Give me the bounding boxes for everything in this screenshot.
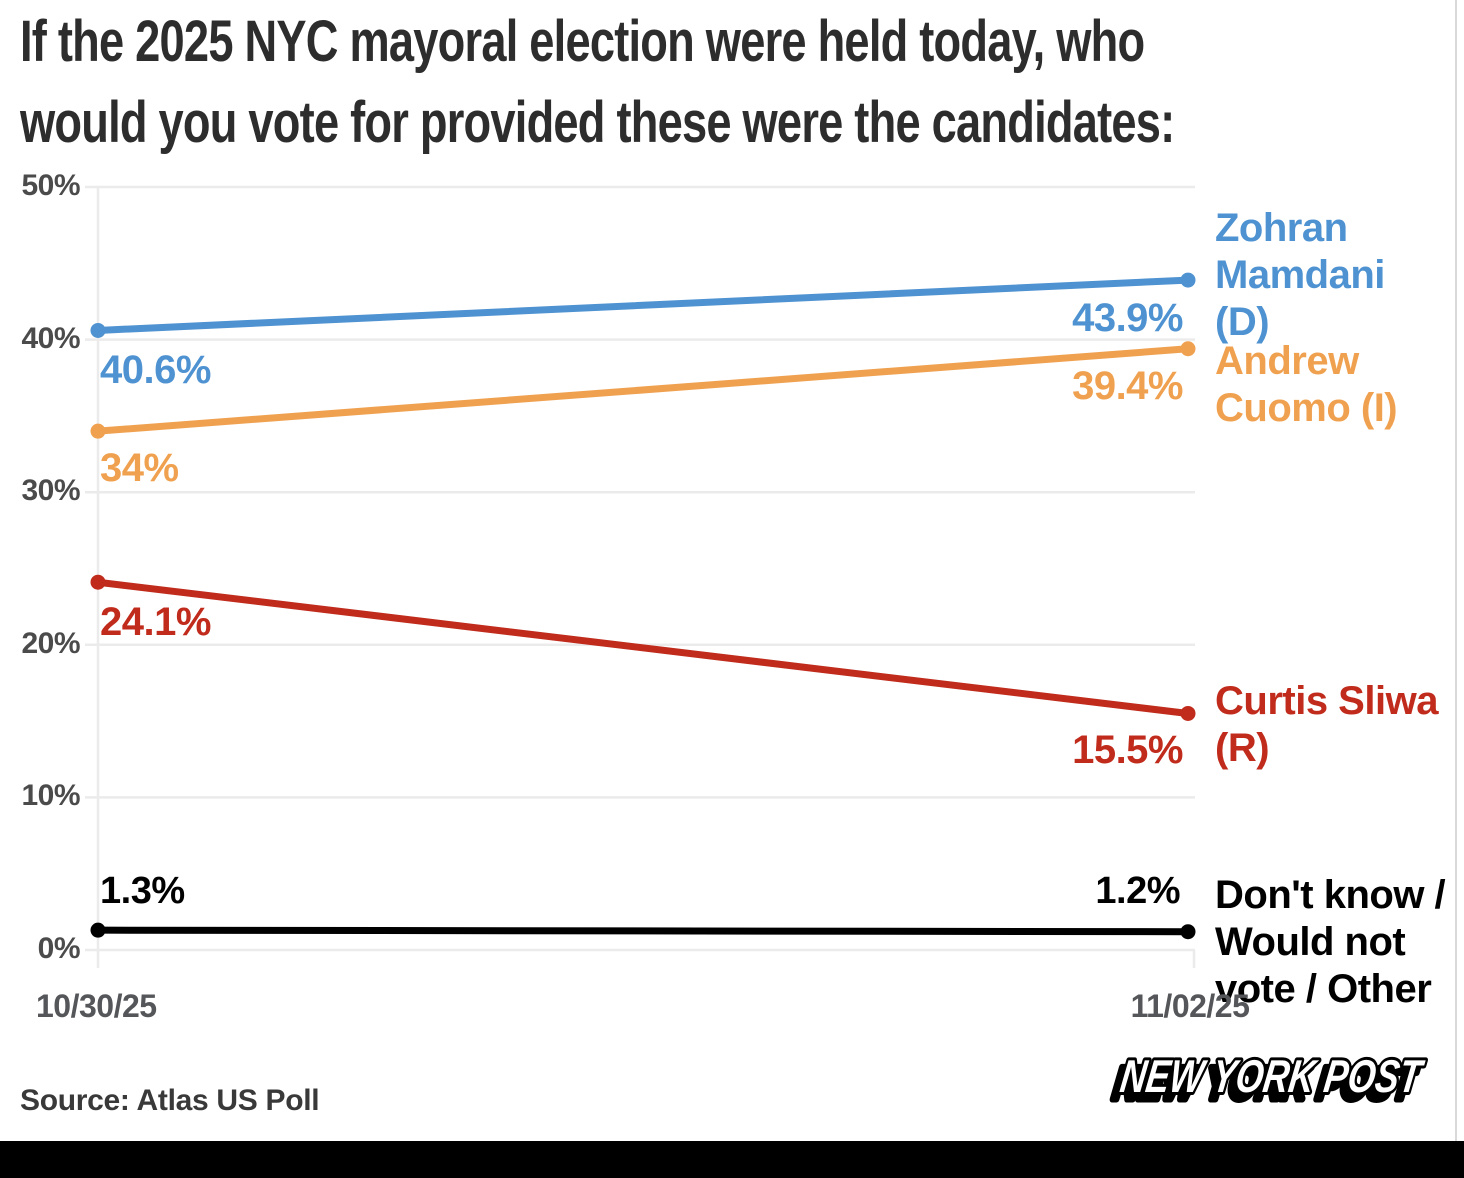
right-edge-border [1455,0,1457,1178]
legend-sliwa: Curtis Sliwa (R) [1215,678,1438,772]
legend-mamdani-line-1: Zohran [1215,206,1348,250]
mamdani-start-value: 40.6% [100,348,211,392]
y-axis-label-20: 20% [21,627,80,660]
nypost-logo-shadow: NEW YORK POST [1110,1057,1420,1109]
legend-cuomo: Andrew Cuomo (I) [1215,338,1398,432]
series-line-zohran-mamdani-d [94,276,1192,334]
legend-dont-know-line-2: Would not [1215,920,1406,964]
series-line-don-t-know-would-not-vote-other [94,926,1192,936]
dont-know-end-value: 1.2% [1095,870,1180,912]
sliwa-end-value: 15.5% [1072,728,1183,772]
legend-dont-know-line-3: vote / Other [1215,967,1432,1011]
series-point-end-andrew-cuomo-i [1180,341,1196,357]
nypost-logo: NEW YORK POST NEW YORK POST [1107,1047,1431,1112]
legend-dont-know: Don't know / Would not vote / Other [1215,872,1446,1013]
legend-cuomo-line-1: Andrew [1215,339,1359,383]
series-line-curtis-sliwa-r [94,578,1192,717]
nypost-logo-text: NEW YORK POST [1117,1050,1427,1102]
mamdani-end-value: 43.9% [1072,296,1183,340]
legend-dont-know-line-1: Don't know / [1215,873,1446,917]
series-point-end-don-t-know-would-not-vote-other [1180,924,1196,940]
y-axis-label-30: 30% [21,474,80,507]
series-line-andrew-cuomo-i [94,345,1192,435]
x-axis-label-right: 11/02/25 [1130,988,1250,1024]
series-point-start-don-t-know-would-not-vote-other [90,922,106,938]
source-note: Source: Atlas US Poll [20,1084,320,1117]
y-axis-label-10: 10% [21,779,80,812]
chart-title-line-1: If the 2025 NYC mayoral election were he… [20,9,1145,74]
legend-mamdani-line-3: (D) [1215,300,1270,344]
y-axis-label-0: 0% [37,932,81,965]
y-axis-label-40: 40% [21,322,80,355]
footer-bar [0,1141,1464,1178]
sliwa-start-value: 24.1% [100,600,211,644]
chart-title-line-2: would you vote for provided these were t… [20,90,1175,155]
legend-mamdani-line-2: Mamdani [1215,253,1385,297]
series-point-start-andrew-cuomo-i [90,423,106,439]
x-axis-label-left: 10/30/25 [36,988,157,1024]
series-point-end-zohran-mamdani-d [1180,272,1196,288]
series-point-start-zohran-mamdani-d [90,322,106,338]
cuomo-start-value: 34% [100,446,179,490]
y-axis-label-50: 50% [21,169,80,202]
legend-mamdani: Zohran Mamdani (D) [1215,205,1385,346]
cuomo-end-value: 39.4% [1072,364,1183,408]
series-point-start-curtis-sliwa-r [90,574,106,590]
legend-sliwa-line-1: Curtis Sliwa [1215,679,1438,723]
chart-title: If the 2025 NYC mayoral election were he… [20,8,1464,156]
legend-sliwa-line-2: (R) [1215,726,1270,770]
legend-cuomo-line-2: Cuomo (I) [1215,386,1398,430]
series-point-end-curtis-sliwa-r [1180,705,1196,721]
dont-know-start-value: 1.3% [100,870,185,912]
